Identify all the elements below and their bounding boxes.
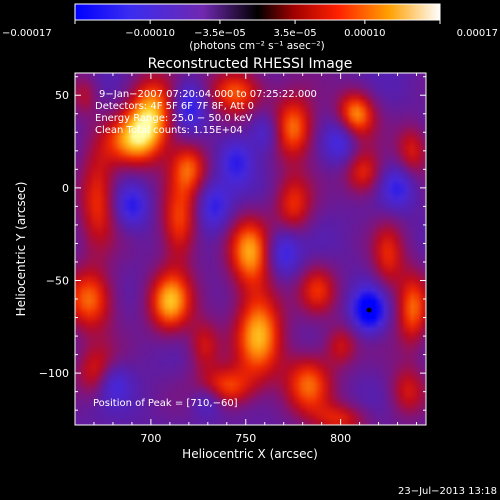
annotation-time: 9−Jan−2007 07:20:04.000 to 07:25:22.000 (99, 89, 317, 100)
y-tick-label: 0 (62, 182, 69, 195)
colorbar-strip (74, 3, 441, 21)
colorbar-tick-label: −0.00010 (125, 28, 175, 39)
y-tick-label: −50 (46, 274, 69, 287)
y-axis-label: Heliocentric Y (arcsec) (14, 182, 28, 317)
colorbar: −0.00017 −0.00010 −3.5e−05 3.5e−05 0.00010 0.… (2, 3, 498, 52)
peak-marker (366, 307, 372, 313)
x-axis: 700 750 800 (93, 73, 418, 445)
x-axis-label: Heliocentric X (arcsec) (182, 447, 318, 461)
x-tick-label: 800 (330, 432, 351, 445)
annotation-block: 9−Jan−2007 07:20:04.000 to 07:25:22.000 … (95, 89, 317, 136)
colorbar-ticks (74, 20, 441, 24)
plot-frame (74, 72, 427, 426)
x-tick-label: 750 (235, 432, 256, 445)
annotation-clean: Clean Total counts: 1.15E+04 (95, 125, 243, 136)
colorbar-tick-label: 3.5e−05 (273, 28, 316, 39)
colorbar-tick-label: −0.00017 (2, 28, 52, 39)
y-tick-label: −100 (39, 367, 69, 380)
peak-position-label: Position of Peak = [710,−60] (93, 398, 238, 409)
y-axis: 50 0 −50 −100 (39, 76, 426, 411)
footer-timestamp: 23−Jul−2013 13:18 (398, 486, 497, 497)
colorbar-tick-labels: −0.00017 −0.00010 −3.5e−05 3.5e−05 0.00010 0.… (2, 28, 498, 39)
chart-title: Reconstructed RHESSI Image (148, 56, 353, 72)
annotation-detectors: Detectors: 4F 5F 6F 7F 8F, Att 0 (95, 101, 254, 112)
colorbar-tick-label: −3.5e−05 (194, 28, 246, 39)
heatmap-raster (75, 73, 426, 425)
x-tick-label: 700 (140, 432, 161, 445)
y-tick-label: 50 (55, 89, 69, 102)
colorbar-units: (photons cm⁻² s⁻¹ asec⁻²) (189, 40, 324, 52)
heatmap-image (75, 73, 426, 425)
colorbar-tick-label: 0.00010 (344, 28, 385, 39)
colorbar-tick-label: 0.00017 (457, 28, 498, 39)
annotation-energy: Energy Range: 25.0 − 50.0 keV (95, 113, 252, 124)
